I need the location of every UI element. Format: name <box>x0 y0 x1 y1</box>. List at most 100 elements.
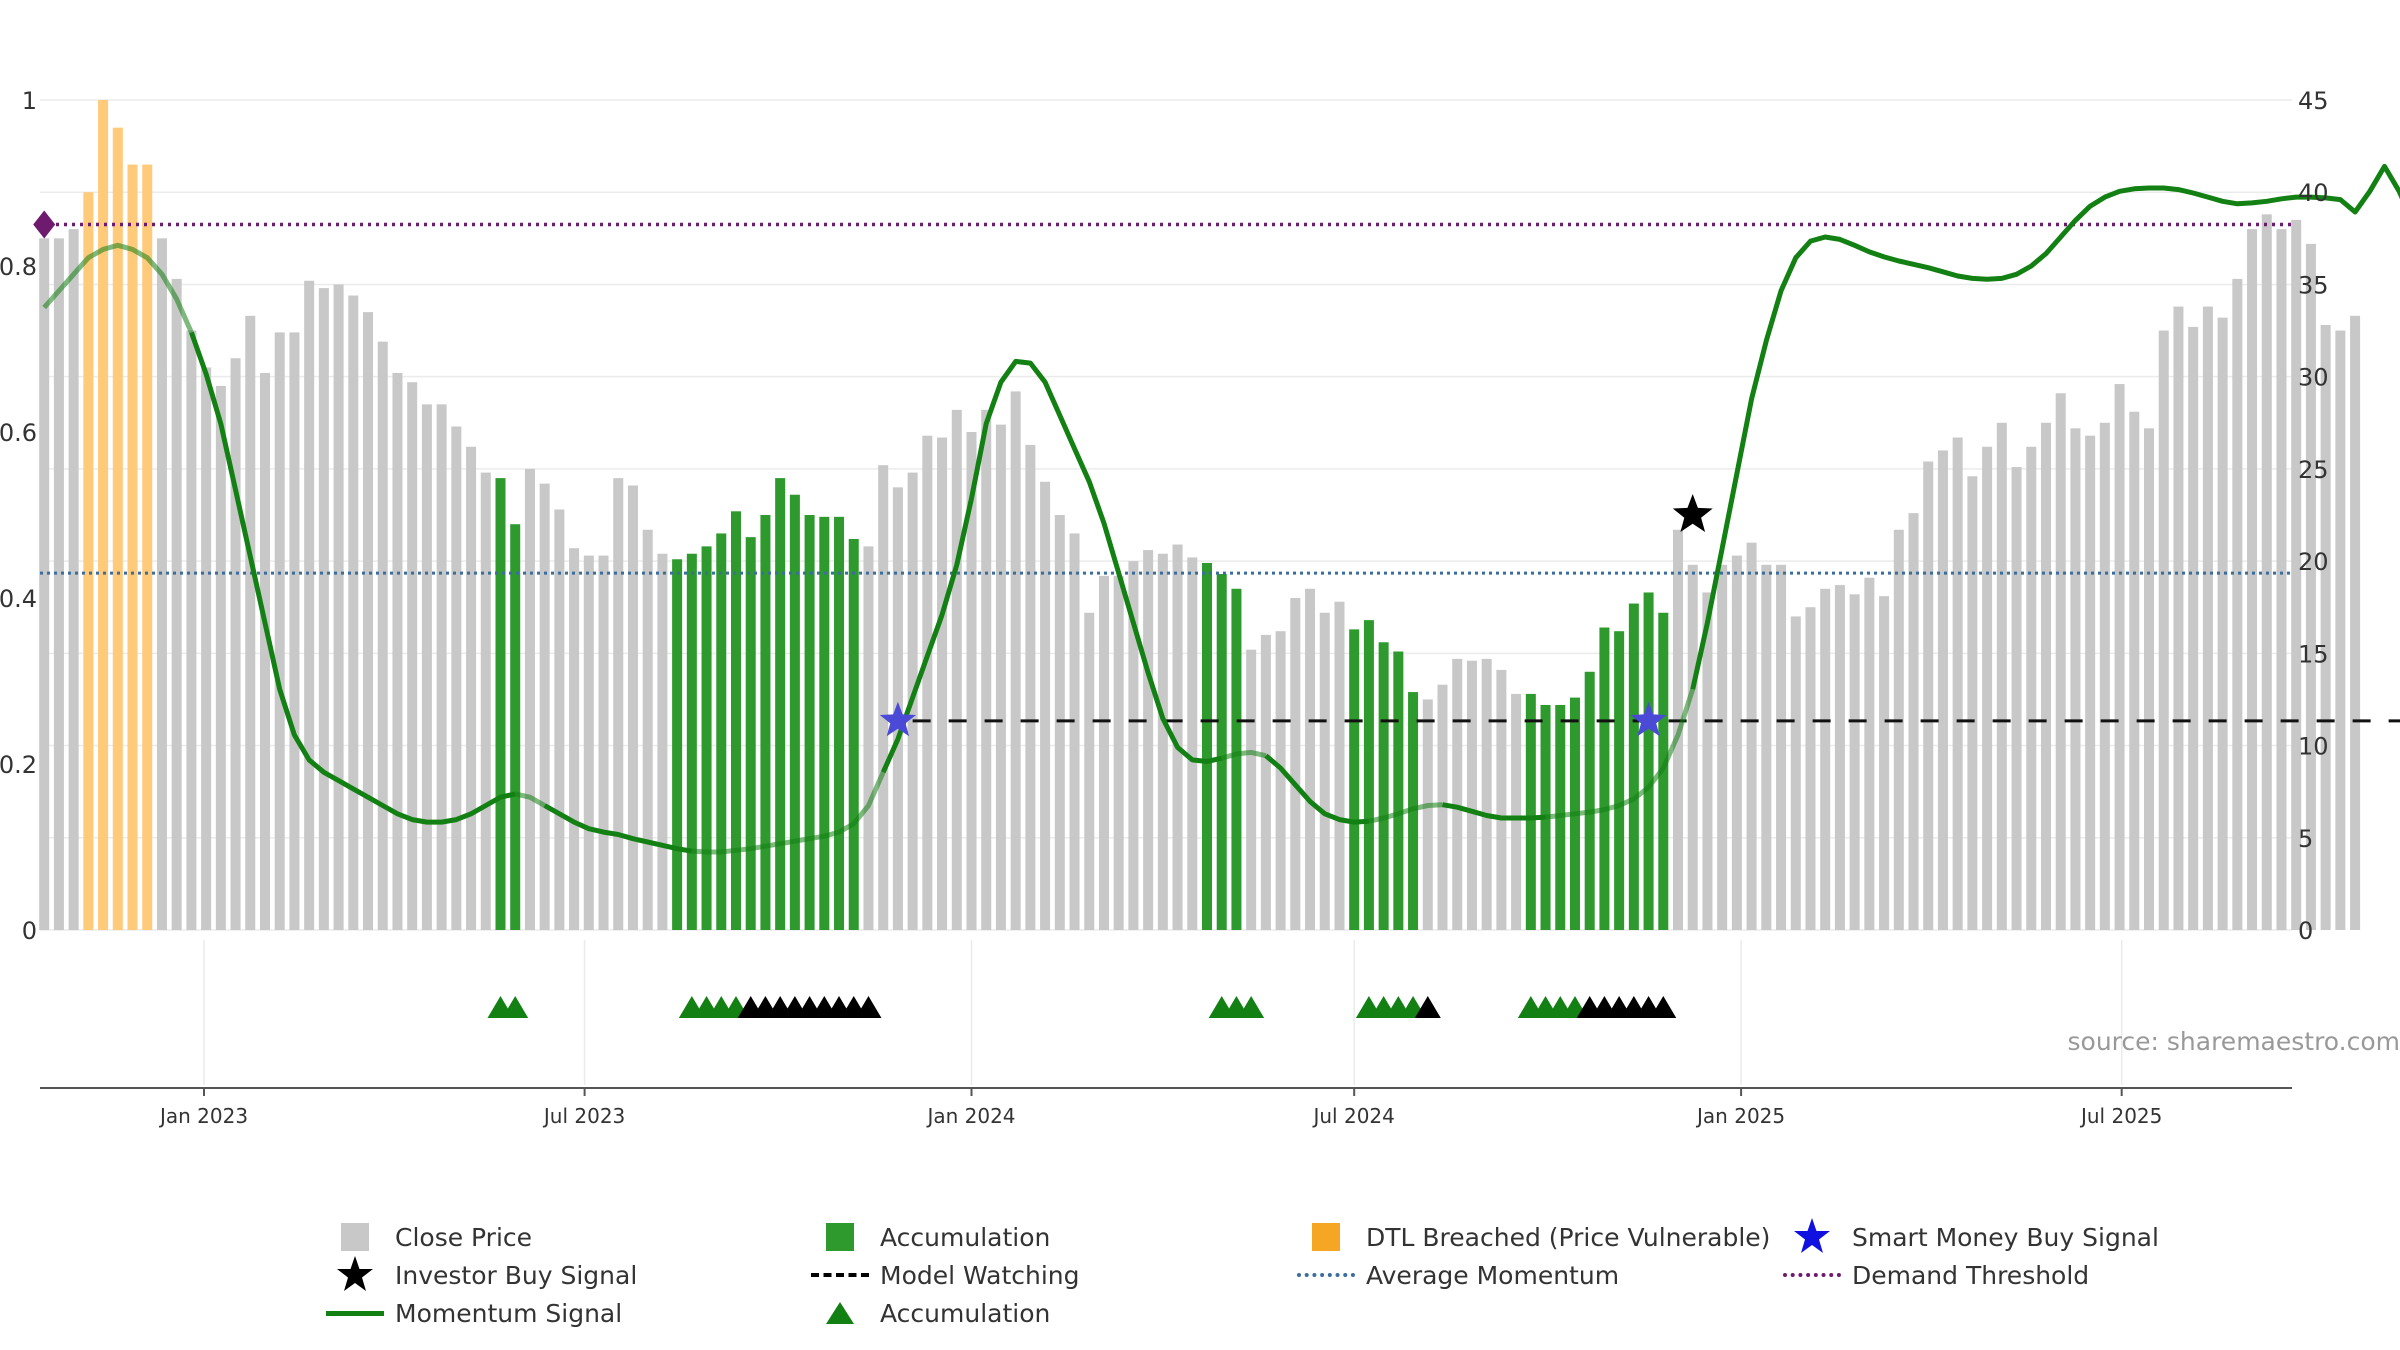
bar-9 <box>171 278 182 930</box>
bar-52 <box>804 515 815 930</box>
momentum-signal-segment <box>189 331 516 825</box>
bar-116 <box>1746 542 1757 930</box>
bar-70 <box>1069 533 1080 930</box>
bar-84 <box>1275 631 1286 930</box>
momentum-signal-segment <box>1545 688 1696 820</box>
bar-122 <box>1834 585 1845 930</box>
momentum-signal-segment <box>42 242 194 334</box>
bar-55 <box>848 538 859 930</box>
bar-48 <box>745 537 756 930</box>
bar-28 <box>451 426 462 930</box>
bar-87 <box>1319 612 1330 930</box>
legend-demand-threshold: Demand Threshold <box>1782 1257 2089 1293</box>
bar-36 <box>569 548 580 930</box>
bar-67 <box>1025 444 1036 930</box>
bar-138 <box>2070 428 2081 930</box>
bar-23 <box>377 341 388 930</box>
bar-82 <box>1246 649 1257 930</box>
legend-investor-buy-label: Investor Buy Signal <box>395 1260 638 1290</box>
bar-53 <box>819 516 830 930</box>
bar-44 <box>686 553 697 930</box>
accumulation-triangle <box>855 996 882 1018</box>
bar-19 <box>318 288 329 930</box>
bar-143 <box>2144 428 2155 930</box>
bar-131 <box>1967 476 1978 930</box>
bar-66 <box>1010 391 1021 930</box>
bar-60 <box>922 435 933 930</box>
bar-7 <box>142 164 153 930</box>
bar-113 <box>1702 592 1713 930</box>
bar-17 <box>289 332 300 930</box>
bar-99 <box>1496 669 1507 930</box>
bar-126 <box>1893 529 1904 930</box>
legend-dtl-swatch <box>1296 1219 1356 1255</box>
legend-dotted-blue-line <box>1296 1257 1356 1293</box>
bar-120 <box>1805 607 1816 930</box>
bar-145 <box>2173 306 2184 931</box>
bar-26 <box>421 404 432 931</box>
bar-49 <box>760 515 771 930</box>
bar-114 <box>1717 564 1728 930</box>
legend-close-price-label: Close Price <box>395 1222 533 1252</box>
bar-51 <box>789 494 800 930</box>
bar-144 <box>2158 330 2169 930</box>
bar-41 <box>642 529 653 930</box>
bar-22 <box>363 312 374 930</box>
bar-121 <box>1820 588 1831 930</box>
bar-2 <box>68 229 79 931</box>
bar-88 <box>1334 601 1345 930</box>
legend-dashed-line <box>810 1257 870 1293</box>
x-tick-label: Jul 2024 <box>1311 1104 1394 1128</box>
markers-layer <box>33 210 1713 737</box>
legend-model-watching-label: Model Watching <box>880 1260 1080 1290</box>
y-right-tick: 35 <box>2298 271 2329 299</box>
bar-54 <box>834 516 845 930</box>
legend-dtl-breached: DTL Breached (Price Vulnerable) <box>1296 1219 1770 1255</box>
demand-diamond <box>33 210 56 239</box>
bar-33 <box>524 468 535 930</box>
bar-46 <box>716 533 727 930</box>
momentum-signal-segment <box>691 771 886 855</box>
y-right-tick: 40 <box>2298 179 2329 207</box>
y-right-tick: 15 <box>2298 640 2329 668</box>
bar-11 <box>201 367 212 930</box>
bar-39 <box>613 478 624 930</box>
bar-50 <box>775 478 786 930</box>
investor-star <box>1672 494 1713 532</box>
bar-149 <box>2232 278 2243 930</box>
bar-85 <box>1290 598 1301 930</box>
y-right-tick: 45 <box>2298 87 2329 115</box>
bar-148 <box>2217 317 2228 930</box>
lines-layer <box>40 163 2400 855</box>
bar-5 <box>112 127 123 931</box>
bar-98 <box>1481 658 1492 930</box>
bar-130 <box>1952 437 1963 930</box>
bar-56 <box>863 546 874 930</box>
bar-106 <box>1599 627 1610 930</box>
accumulation-triangle <box>1414 996 1441 1018</box>
bar-137 <box>2055 393 2066 930</box>
bar-129 <box>1937 450 1948 930</box>
legend-demand-threshold-label: Demand Threshold <box>1852 1260 2090 1290</box>
bar-139 <box>2085 435 2096 930</box>
bar-21 <box>348 295 359 930</box>
bar-127 <box>1908 513 1919 930</box>
bar-62 <box>951 409 962 930</box>
bar-14 <box>245 315 256 930</box>
bar-119 <box>1790 616 1801 930</box>
legend-accumulation-label: Accumulation <box>880 1222 1051 1252</box>
legend-close-price-swatch <box>325 1219 385 1255</box>
legend-momentum-line <box>325 1295 385 1331</box>
y-left-tick: 0.8 <box>0 253 37 281</box>
legend-model-watching: Model Watching <box>810 1257 1080 1293</box>
y-right-tick: 25 <box>2298 456 2329 484</box>
legend-triangle-icon <box>810 1295 870 1331</box>
bar-125 <box>1879 596 1890 930</box>
bar-4 <box>98 100 109 930</box>
bar-91 <box>1378 642 1389 930</box>
bar-89 <box>1349 629 1360 930</box>
smart-money-star <box>1630 701 1667 737</box>
legend-dtl-breached-label: DTL Breached (Price Vulnerable) <box>1366 1222 1771 1252</box>
bar-78 <box>1187 557 1198 930</box>
bar-146 <box>2188 326 2199 930</box>
